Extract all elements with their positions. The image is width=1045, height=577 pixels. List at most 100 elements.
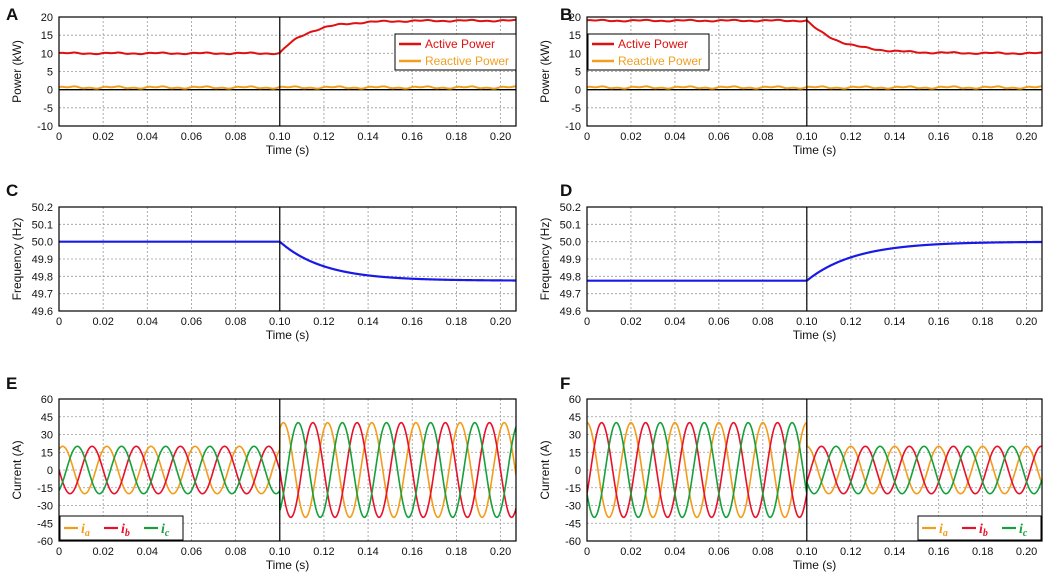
y-tick-label: 50.1 bbox=[560, 219, 581, 231]
panel-label-b: B bbox=[560, 5, 572, 24]
y-tick-label: 49.8 bbox=[32, 271, 53, 283]
x-tick-label: 0.10 bbox=[269, 131, 290, 143]
y-tick-label: 5 bbox=[47, 67, 53, 79]
x-tick-label: 0.08 bbox=[225, 316, 246, 328]
panel-b: B 0 0.02 0.04 0.06 0.08 0.10 0.12 0.14 0.16 0.18 0.… bbox=[538, 5, 1043, 157]
y-tick-label: 0 bbox=[47, 85, 53, 97]
x-axis-label: Time (s) bbox=[266, 558, 310, 572]
y-tick-label: 30 bbox=[41, 430, 53, 442]
legend-sub: a bbox=[943, 528, 948, 539]
plot-frame bbox=[58, 398, 517, 542]
y-tick-label: 15 bbox=[569, 447, 581, 459]
plot-frame bbox=[586, 16, 1043, 127]
x-tick-label: 0.04 bbox=[137, 546, 158, 558]
grid bbox=[587, 17, 1042, 126]
y-tick-label: -45 bbox=[37, 518, 53, 530]
series-line-frequency bbox=[59, 240, 516, 282]
y-axis-label: Current (A) bbox=[538, 440, 552, 499]
y-tick-label: 49.7 bbox=[32, 289, 53, 301]
x-tick-label: 0.20 bbox=[1016, 546, 1037, 558]
y-tick-label: -5 bbox=[43, 103, 53, 115]
series-group bbox=[587, 18, 1042, 90]
legend-main: i bbox=[979, 522, 983, 537]
y-tick-label: 60 bbox=[41, 394, 53, 406]
y-axis-label: Current (A) bbox=[10, 440, 24, 499]
x-tick-label: 0.12 bbox=[313, 316, 334, 328]
x-tick-label: 0.18 bbox=[446, 546, 467, 558]
y-tick-label: -60 bbox=[565, 536, 581, 548]
y-tick-label: 0 bbox=[575, 465, 581, 477]
series-group bbox=[59, 240, 516, 282]
y-axis-label: Power (kW) bbox=[538, 40, 552, 103]
y-axis-label: Frequency (Hz) bbox=[10, 218, 24, 301]
series-line-active-power bbox=[587, 18, 1042, 56]
x-tick-label: 0.10 bbox=[796, 546, 817, 558]
legend-box bbox=[394, 33, 517, 71]
x-tick-label: 0.18 bbox=[446, 316, 467, 328]
legend: ia ib ic bbox=[59, 515, 184, 541]
x-tick-label: 0.08 bbox=[752, 131, 773, 143]
x-tick-label: 0.12 bbox=[840, 316, 861, 328]
x-axis-label: Time (s) bbox=[793, 328, 837, 342]
x-tick-label: 0.20 bbox=[490, 546, 511, 558]
x-tick-label: 0 bbox=[56, 316, 62, 328]
series-line-ib bbox=[587, 421, 1042, 519]
legend-box bbox=[59, 515, 184, 541]
legend-entry: Active Power bbox=[425, 37, 495, 51]
panel-c: C 0 0.02 0.04 0.06 0.08 0.10 0.12 0.14 0.16 0.18 0.… bbox=[6, 181, 517, 342]
series-line-ia bbox=[59, 421, 516, 519]
y-tick-label: 50.1 bbox=[32, 219, 53, 231]
x-tick-label: 0.12 bbox=[313, 546, 334, 558]
x-tick-label: 0.12 bbox=[840, 546, 861, 558]
x-tick-label: 0.06 bbox=[181, 546, 202, 558]
x-tick-label: 0.16 bbox=[928, 546, 949, 558]
x-tick-label: 0 bbox=[56, 546, 62, 558]
y-tick-label: 60 bbox=[569, 394, 581, 406]
x-tick-label: 0.02 bbox=[92, 546, 113, 558]
grid bbox=[59, 207, 516, 311]
y-tick-label: 50.2 bbox=[560, 202, 581, 214]
legend-entry-ic: ic bbox=[1019, 522, 1028, 539]
x-tick-label: 0.02 bbox=[92, 131, 113, 143]
y-tick-label: 50.2 bbox=[32, 202, 53, 214]
x-tick-label: 0.04 bbox=[664, 316, 685, 328]
y-tick-label: 30 bbox=[569, 430, 581, 442]
legend-entry-ib: ib bbox=[979, 522, 988, 539]
x-tick-label: 0.16 bbox=[402, 546, 423, 558]
x-tick-label: 0 bbox=[584, 131, 590, 143]
x-tick-label: 0.04 bbox=[664, 546, 685, 558]
legend-entry: Reactive Power bbox=[618, 54, 702, 68]
y-tick-label: 50.0 bbox=[560, 237, 581, 249]
x-tick-label: 0.12 bbox=[840, 131, 861, 143]
x-tick-label: 0.20 bbox=[1016, 316, 1037, 328]
legend-entry: Active Power bbox=[618, 37, 688, 51]
y-tick-label: 49.7 bbox=[560, 289, 581, 301]
x-tick-label: 0.14 bbox=[884, 131, 905, 143]
y-tick-label: 20 bbox=[41, 12, 53, 24]
x-tick-label: 0.16 bbox=[928, 131, 949, 143]
panel-label-a: A bbox=[6, 5, 18, 24]
plot-frame bbox=[586, 206, 1043, 312]
series-group bbox=[587, 421, 1042, 519]
series-line-frequency bbox=[587, 240, 1042, 282]
legend-sub: c bbox=[165, 528, 170, 539]
legend-entry-ib: ib bbox=[121, 522, 130, 539]
x-tick-label: 0.10 bbox=[269, 546, 290, 558]
grid bbox=[587, 207, 1042, 311]
x-tick-label: 0 bbox=[56, 131, 62, 143]
panel-label-c: C bbox=[6, 181, 18, 200]
x-tick-label: 0.20 bbox=[490, 316, 511, 328]
series-group bbox=[59, 18, 516, 90]
x-tick-label: 0.16 bbox=[402, 131, 423, 143]
series-group bbox=[587, 240, 1042, 282]
legend: Active Power Reactive Power bbox=[587, 33, 710, 71]
y-tick-label: -5 bbox=[571, 103, 581, 115]
legend-main: i bbox=[161, 522, 165, 537]
x-tick-label: 0.14 bbox=[357, 546, 378, 558]
x-tick-label: 0.12 bbox=[313, 131, 334, 143]
panel-a: A 0 0.02 0.04 0.06 0.08 0.10 0.12 0.14 0.16 0.18 0.… bbox=[6, 5, 517, 157]
x-tick-label: 0.08 bbox=[225, 546, 246, 558]
panel-d: D 0 0.02 0.04 0.06 0.08 0.10 0.12 0.14 0.16 0.18 0.… bbox=[538, 181, 1043, 342]
y-axis-label: Frequency (Hz) bbox=[538, 218, 552, 301]
y-tick-label: -30 bbox=[37, 501, 53, 513]
